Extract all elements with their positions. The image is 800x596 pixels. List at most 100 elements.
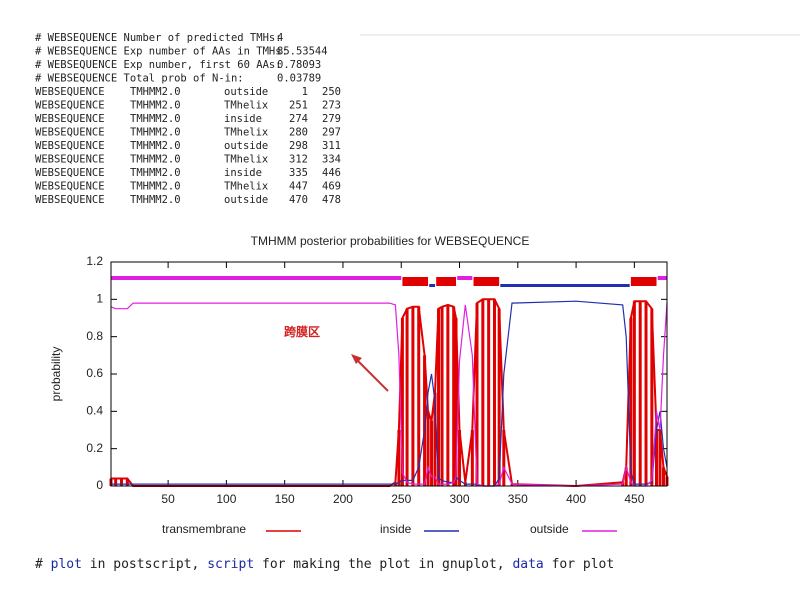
x-tick-label: 250 xyxy=(391,492,411,506)
series-line xyxy=(111,298,668,488)
table-cell: WEBSEQUENCE xyxy=(35,140,105,152)
table-cell: TMHMM2.0 xyxy=(130,100,181,112)
table-cell: inside xyxy=(224,113,262,125)
topology-segment xyxy=(429,284,436,287)
legend-label: inside xyxy=(380,522,412,536)
y-tick-label: 1 xyxy=(96,292,103,306)
x-tick-label: 300 xyxy=(450,492,470,506)
table-cell: 297 xyxy=(322,127,341,139)
topology-segment xyxy=(630,277,657,286)
table-cell: 469 xyxy=(322,181,341,193)
topology-segment xyxy=(436,277,457,286)
x-tick-label: 450 xyxy=(624,492,644,506)
header-label: # WEBSEQUENCE Exp number, first 60 AAs: xyxy=(35,59,282,71)
plot-frame xyxy=(110,261,668,487)
x-tick-label: 200 xyxy=(333,492,353,506)
table-cell: 447 xyxy=(289,181,308,193)
annotation: 跨膜区 xyxy=(284,324,320,339)
footer-text: in postscript, xyxy=(82,557,207,572)
header-value: 4 xyxy=(277,32,283,44)
footer-text: # xyxy=(35,557,51,572)
footer-link[interactable]: script xyxy=(207,557,254,572)
legend-label: transmembrane xyxy=(162,522,246,536)
annotation-arrow xyxy=(354,357,389,392)
table-cell: WEBSEQUENCE xyxy=(35,127,105,139)
table-cell: 251 xyxy=(289,100,308,112)
series-line xyxy=(111,300,668,487)
table-cell: WEBSEQUENCE xyxy=(35,181,105,193)
table-cell: TMHMM2.0 xyxy=(130,194,181,206)
table-cell: TMHMM2.0 xyxy=(130,181,181,193)
table-cell: 334 xyxy=(322,154,341,166)
topology-segment xyxy=(500,284,630,287)
header-value: 0.78093 xyxy=(277,59,321,71)
table-cell: 311 xyxy=(322,140,341,152)
table-cell: 250 xyxy=(322,86,341,98)
table-cell: WEBSEQUENCE xyxy=(35,154,105,166)
plot: TMHMM posterior probabilities for WEBSEQ… xyxy=(49,234,669,536)
x-tick-label: 150 xyxy=(275,492,295,506)
table-cell: outside xyxy=(224,140,268,152)
x-tick-label: 100 xyxy=(216,492,236,506)
table-cell: TMHMM2.0 xyxy=(130,113,181,125)
header-label: # WEBSEQUENCE Number of predicted TMHs: xyxy=(35,32,282,44)
y-axis-label: probability xyxy=(49,347,63,402)
table-cell: WEBSEQUENCE xyxy=(35,194,105,206)
y-tick-label: 0.2 xyxy=(86,441,103,455)
y-tick-label: 0 xyxy=(96,478,103,492)
table-cell: TMhelix xyxy=(224,181,268,193)
series-line xyxy=(110,302,668,487)
y-tick-label: 0.8 xyxy=(86,329,103,343)
table-cell: TMHMM2.0 xyxy=(130,167,181,179)
topology-segment xyxy=(473,277,500,286)
header-label: # WEBSEQUENCE Total prob of N-in: xyxy=(35,73,244,85)
topology-segment xyxy=(657,276,667,280)
table-cell: 335 xyxy=(289,167,308,179)
table-cell: 280 xyxy=(289,127,308,139)
table-cell: inside xyxy=(224,167,262,179)
table-cell: 478 xyxy=(322,194,341,206)
table-cell: TMhelix xyxy=(224,100,268,112)
footer-text: for plot xyxy=(544,557,614,572)
footer-link[interactable]: data xyxy=(512,557,543,572)
table-cell: 446 xyxy=(322,167,341,179)
table-cell: WEBSEQUENCE xyxy=(35,86,105,98)
table-cell: TMHMM2.0 xyxy=(130,154,181,166)
table-cell: WEBSEQUENCE xyxy=(35,100,105,112)
table-cell: WEBSEQUENCE xyxy=(35,167,105,179)
legend-label: outside xyxy=(530,522,569,536)
table-cell: 298 xyxy=(289,140,308,152)
table-cell: 273 xyxy=(322,100,341,112)
table-cell: TMHMM2.0 xyxy=(130,140,181,152)
y-tick-label: 0.4 xyxy=(86,404,103,418)
table-cell: 1 xyxy=(302,86,308,98)
x-tick-label: 350 xyxy=(508,492,528,506)
header-value: 0.03789 xyxy=(277,73,321,85)
x-tick-label: 400 xyxy=(566,492,586,506)
footer: # plot in postscript, script for making … xyxy=(35,557,614,572)
table-cell: 279 xyxy=(322,113,341,125)
header-label: # WEBSEQUENCE Exp number of AAs in TMHs: xyxy=(35,46,288,58)
table-cell: 274 xyxy=(289,113,308,125)
topology-segment xyxy=(111,276,402,280)
table-cell: 312 xyxy=(289,154,308,166)
table-cell: TMHMM2.0 xyxy=(130,86,181,98)
y-tick-label: 1.2 xyxy=(86,254,103,268)
footer-link[interactable]: plot xyxy=(51,557,82,572)
x-tick-label: 50 xyxy=(161,492,175,506)
table-cell: 470 xyxy=(289,194,308,206)
chart-title: TMHMM posterior probabilities for WEBSEQ… xyxy=(251,234,530,248)
annotation-arrowhead xyxy=(351,354,362,364)
table-cell: outside xyxy=(224,86,268,98)
table-cell: TMhelix xyxy=(224,154,268,166)
footer-text: for making the plot in gnuplot, xyxy=(254,557,512,572)
table-cell: outside xyxy=(224,194,268,206)
table-cell: WEBSEQUENCE xyxy=(35,113,105,125)
header-value: 85.53544 xyxy=(277,46,328,58)
topology-segment xyxy=(457,276,473,280)
table-cell: TMhelix xyxy=(224,127,268,139)
table-cell: TMHMM2.0 xyxy=(130,127,181,139)
topology-segment xyxy=(402,277,429,286)
y-tick-label: 0.6 xyxy=(86,366,103,380)
